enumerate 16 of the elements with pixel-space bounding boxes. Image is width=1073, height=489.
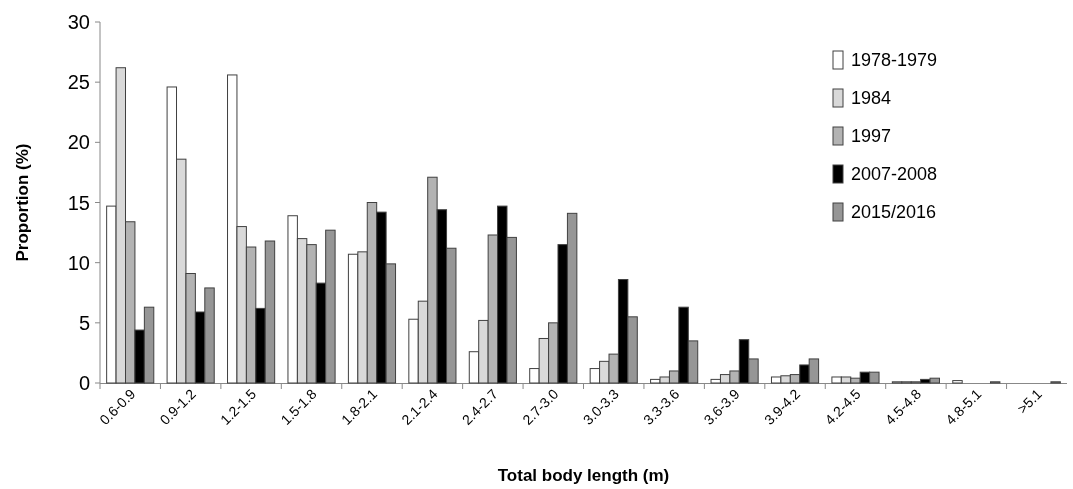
y-axis-title: Proportion (%): [13, 143, 32, 262]
x-tick-label: >5.1: [1014, 385, 1046, 417]
y-tick-label: 0: [78, 372, 90, 394]
x-axis-title: Total body length (m): [497, 466, 670, 485]
legend-label: 1997: [851, 126, 892, 147]
bar: [952, 380, 963, 384]
legend-label: 2015/2016: [851, 202, 937, 223]
y-tick-label: 10: [67, 251, 90, 274]
y-tick-label: 5: [78, 311, 90, 334]
legend-label: 2007-2008: [851, 164, 938, 185]
y-tick-label: 30: [67, 11, 90, 33]
y-tick-label: 20: [67, 131, 90, 154]
y-tick-label: 15: [67, 191, 90, 214]
legend-label: 1984: [851, 88, 892, 109]
legend-label: 1978-1979: [851, 50, 938, 71]
y-tick-label: 25: [67, 71, 90, 94]
